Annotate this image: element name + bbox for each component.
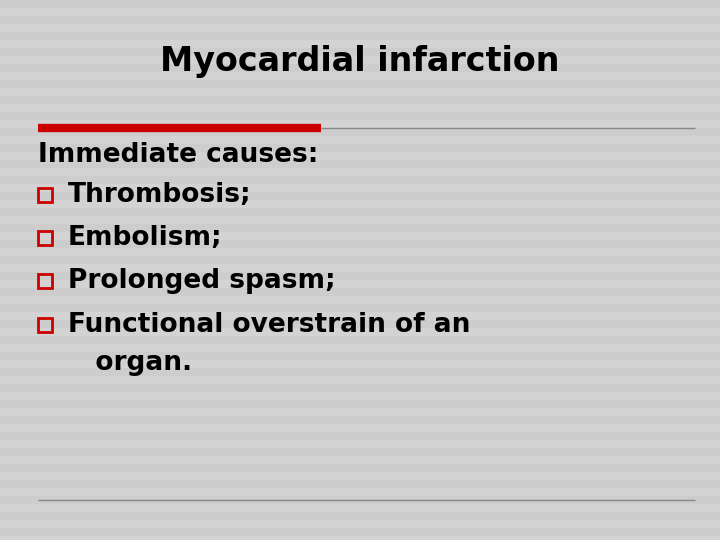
Bar <box>0 336 720 344</box>
Bar <box>0 16 720 24</box>
Bar <box>0 32 720 40</box>
Bar <box>0 480 720 488</box>
Bar <box>0 128 720 136</box>
Bar <box>0 528 720 536</box>
Bar <box>0 432 720 440</box>
Text: Thrombosis;: Thrombosis; <box>68 182 251 208</box>
Text: Myocardial infarction: Myocardial infarction <box>161 45 559 78</box>
Bar <box>0 272 720 280</box>
Bar <box>38 231 52 245</box>
Bar <box>0 368 720 376</box>
Bar <box>0 0 720 8</box>
Bar <box>0 288 720 296</box>
Bar <box>0 416 720 424</box>
Text: Embolism;: Embolism; <box>68 225 222 251</box>
Bar <box>0 256 720 264</box>
Bar <box>0 48 720 56</box>
Text: organ.: organ. <box>68 350 192 376</box>
Bar <box>0 304 720 312</box>
Bar <box>0 464 720 472</box>
Bar <box>0 192 720 200</box>
Bar <box>0 384 720 392</box>
Bar <box>0 176 720 184</box>
Bar <box>0 64 720 72</box>
Bar <box>38 188 52 202</box>
Text: Functional overstrain of an: Functional overstrain of an <box>68 312 470 338</box>
Bar <box>0 224 720 232</box>
Bar <box>0 320 720 328</box>
Bar <box>0 112 720 120</box>
Bar <box>0 400 720 408</box>
Bar <box>0 240 720 248</box>
Bar <box>0 80 720 88</box>
Bar <box>38 274 52 288</box>
Text: Immediate causes:: Immediate causes: <box>38 142 318 168</box>
Bar <box>0 208 720 216</box>
Bar <box>38 318 52 332</box>
Bar <box>0 496 720 504</box>
Bar <box>0 160 720 168</box>
Bar <box>0 144 720 152</box>
Bar <box>0 512 720 520</box>
Text: Prolonged spasm;: Prolonged spasm; <box>68 268 336 294</box>
Bar <box>0 448 720 456</box>
Bar <box>0 96 720 104</box>
Bar <box>0 352 720 360</box>
